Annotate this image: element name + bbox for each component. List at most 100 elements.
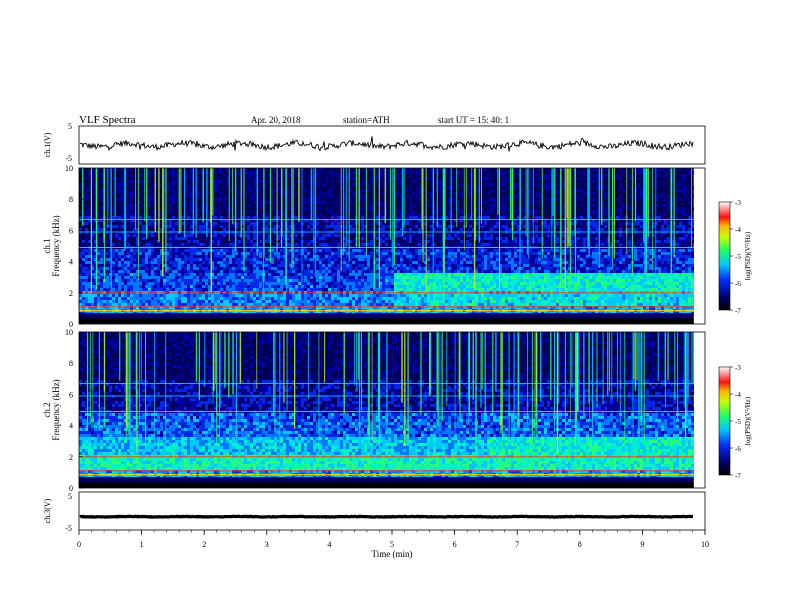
spectrogram-cell: [583, 219, 586, 222]
spectrogram-cell: [160, 258, 163, 261]
spectrogram-cell: [463, 255, 466, 258]
spectrogram-cell: [592, 234, 595, 237]
spectrogram-cell: [301, 276, 304, 279]
spectrogram-cell: [94, 264, 97, 267]
spectrogram-cell: [199, 225, 202, 228]
spectrogram-cell: [268, 219, 271, 222]
spectrogram-cell: [445, 267, 448, 270]
spectrogram-cell: [439, 273, 442, 276]
spectrogram-cell: [409, 222, 412, 225]
spectrogram-cell: [187, 234, 190, 237]
spectrogram-cell: [454, 174, 457, 177]
spectrogram-cell: [244, 264, 247, 267]
spectrogram-cell: [499, 276, 502, 279]
spectrogram-cell: [226, 183, 229, 186]
spectrogram-cell: [544, 228, 547, 231]
spectrogram-cell: [430, 216, 433, 219]
spectrogram-cell: [505, 237, 508, 240]
spectrogram-cell: [172, 198, 175, 201]
spectrogram-cell: [121, 216, 124, 219]
spectrogram-cell: [619, 243, 622, 246]
spectrogram-cell: [511, 273, 514, 276]
spectrogram-cell: [241, 258, 244, 261]
spectrogram-cell: [379, 243, 382, 246]
spectrogram-cell: [622, 252, 625, 255]
spectrogram-cell: [349, 189, 352, 192]
spectrogram-cell: [655, 258, 658, 261]
spectrogram-cell: [475, 240, 478, 243]
spectrogram-cell: [142, 234, 145, 237]
spectrogram-cell: [208, 267, 211, 270]
spectrogram-cell: [466, 192, 469, 195]
spectrogram-cell: [247, 258, 250, 261]
spectrogram-cell: [337, 267, 340, 270]
spectrogram-cell: [151, 219, 154, 222]
spectrogram-cell: [523, 252, 526, 255]
spectrogram-cell: [379, 168, 382, 171]
spectrogram-cell: [94, 192, 97, 195]
spectrogram-cell: [376, 249, 379, 252]
spectrogram-cell: [418, 171, 421, 174]
spectrogram-cell: [223, 261, 226, 264]
spectrogram-cell: [544, 270, 547, 273]
spectrogram-cell: [118, 243, 121, 246]
spectrogram-cell: [277, 243, 280, 246]
spectrogram-cell: [652, 249, 655, 252]
spectrogram-cell: [199, 171, 202, 174]
spectrogram-cell: [136, 273, 139, 276]
spectrogram-cell: [85, 192, 88, 195]
spectrogram-cell: [433, 270, 436, 273]
spectrogram-cell: [316, 225, 319, 228]
spectrogram-cell: [223, 219, 226, 222]
spectrogram-cell: [271, 234, 274, 237]
spectrogram-cell: [457, 219, 460, 222]
spectrogram-cell: [523, 198, 526, 201]
spectrogram-cell: [247, 276, 250, 279]
spectrogram-cell: [214, 249, 217, 252]
spectrogram-cell: [415, 174, 418, 177]
spectrogram-cell: [199, 168, 202, 171]
spectrogram-cell: [292, 276, 295, 279]
spectrogram-cell: [424, 195, 427, 198]
spectrogram-cell: [547, 222, 550, 225]
spectrogram-cell: [538, 237, 541, 240]
spectrogram-cell: [418, 186, 421, 189]
spectrogram-cell: [619, 264, 622, 267]
spectrogram-cell: [484, 264, 487, 267]
spectrogram-cell: [118, 276, 121, 279]
spectrogram-cell: [244, 171, 247, 174]
spectrogram-cell: [268, 213, 271, 216]
spectrogram-cell: [193, 279, 196, 282]
spectrogram-cell: [361, 237, 364, 240]
spectrogram-cell: [190, 225, 193, 228]
spectrogram-cell: [223, 273, 226, 276]
spectrogram-cell: [301, 231, 304, 234]
spectrogram-cell: [382, 231, 385, 234]
spectrogram-cell: [589, 177, 592, 180]
spectrogram-cell: [169, 222, 172, 225]
spectrogram-cell: [214, 183, 217, 186]
spectrogram-cell: [310, 222, 313, 225]
spectrogram-cell: [556, 240, 559, 243]
spectrogram-cell: [682, 255, 685, 258]
spectrogram-cell: [544, 258, 547, 261]
spectrogram-cell: [361, 201, 364, 204]
spectrogram-cell: [115, 255, 118, 258]
spectrogram-cell: [319, 207, 322, 210]
spectrogram-cell: [472, 177, 475, 180]
spectrogram-cell: [451, 186, 454, 189]
spectrogram-cell: [448, 180, 451, 183]
spectrogram-cell: [115, 231, 118, 234]
spectrogram-cell: [190, 273, 193, 276]
spectrogram-cell: [274, 261, 277, 264]
spectrogram-cell: [676, 264, 679, 267]
spectrogram-cell: [142, 189, 145, 192]
spectrogram-cell: [676, 189, 679, 192]
spectrogram-cell: [253, 267, 256, 270]
spectrogram-cell: [412, 249, 415, 252]
spectrogram-cell: [235, 249, 238, 252]
spectrogram-cell: [334, 228, 337, 231]
spectrogram-cell: [238, 258, 241, 261]
spectrogram-cell: [490, 258, 493, 261]
spectrogram-cell: [430, 270, 433, 273]
